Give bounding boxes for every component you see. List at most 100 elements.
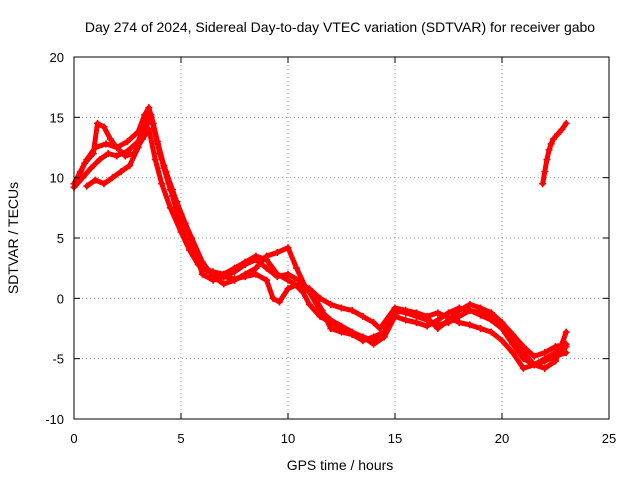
data-point (327, 316, 335, 324)
data-point (509, 340, 517, 348)
data-point (231, 275, 238, 283)
data-point (263, 252, 271, 260)
data-point (231, 268, 238, 276)
x-tick-label: 20 (495, 431, 509, 446)
data-point (558, 125, 566, 133)
data-point (370, 318, 378, 326)
data-point (293, 264, 301, 272)
data-point (209, 276, 217, 284)
series-track-c (74, 119, 570, 372)
data-point (348, 306, 356, 314)
data-point (96, 156, 104, 164)
data-point (134, 144, 142, 151)
data-point (252, 264, 260, 272)
data-point (547, 140, 555, 148)
data-point (284, 276, 292, 284)
data-point (173, 198, 181, 206)
data-point (89, 150, 97, 158)
data-point (541, 349, 549, 357)
data-point (284, 270, 292, 278)
data-point (434, 309, 442, 317)
x-tick-label: 0 (70, 431, 77, 446)
data-point (359, 312, 367, 320)
data-point (487, 309, 495, 317)
chart-title: Day 274 of 2024, Sidereal Day-to-day VTE… (85, 19, 595, 35)
data-point (519, 355, 527, 363)
data-point (275, 298, 283, 306)
data-point (124, 137, 131, 145)
data-point (241, 273, 249, 281)
data-point (284, 285, 292, 293)
data-point (181, 220, 189, 228)
data-point (445, 309, 452, 317)
data-point (263, 276, 271, 284)
data-point (477, 325, 485, 332)
data-point (530, 352, 538, 360)
data-point (241, 261, 249, 269)
data-point (106, 135, 114, 143)
y-tick-label: 15 (50, 110, 64, 125)
data-point (370, 340, 378, 348)
data-point (539, 180, 547, 188)
data-point (423, 312, 431, 320)
data-point (141, 111, 149, 119)
data-point (402, 316, 410, 324)
data-point (541, 364, 549, 372)
series-track-a (70, 104, 570, 369)
data-point (299, 288, 307, 296)
data-point (477, 304, 485, 312)
y-tick-label: 20 (50, 50, 64, 65)
data-point (434, 316, 442, 324)
data-point (117, 168, 125, 176)
data-point (509, 349, 517, 357)
data-point (166, 186, 174, 194)
grid-layer (74, 57, 609, 419)
data-point (402, 306, 410, 314)
data-point (455, 304, 463, 312)
data-point (252, 270, 260, 278)
data-point (380, 333, 388, 341)
data-point (530, 361, 538, 369)
data-point (477, 311, 485, 319)
data-point (273, 273, 281, 281)
data-point (327, 300, 335, 308)
data-point (177, 228, 185, 236)
data-point (455, 318, 463, 326)
x-tick-label: 25 (602, 431, 616, 446)
data-point (316, 294, 324, 302)
data-point (94, 119, 102, 127)
data-point (338, 322, 345, 330)
y-tick-label: 10 (50, 171, 64, 186)
data-point (186, 246, 194, 254)
data-point (263, 264, 271, 272)
data-point (211, 270, 219, 278)
series-track-d (83, 113, 570, 372)
data-point (423, 322, 431, 330)
x-tick-label: 15 (388, 431, 402, 446)
data-point (498, 318, 506, 326)
data-point (338, 328, 345, 336)
data-point (113, 144, 121, 151)
data-point (121, 152, 129, 160)
data-point (562, 328, 570, 336)
data-point (376, 325, 384, 332)
data-point (541, 357, 549, 365)
data-point (348, 328, 356, 336)
data-point (391, 312, 399, 320)
data-point (541, 168, 549, 176)
y-tick-label: -10 (45, 412, 64, 427)
data-point (113, 152, 121, 160)
data-point (295, 276, 303, 284)
y-tick-label: -5 (52, 352, 64, 367)
data-point (359, 333, 367, 341)
y-tick-label: 0 (57, 291, 64, 306)
data-point (552, 343, 559, 351)
x-tick-label: 10 (281, 431, 295, 446)
data-point (305, 288, 313, 296)
data-point (549, 135, 557, 143)
data-point (160, 164, 168, 172)
data-point (126, 162, 134, 170)
data-point (545, 146, 553, 154)
data-point (455, 312, 463, 320)
